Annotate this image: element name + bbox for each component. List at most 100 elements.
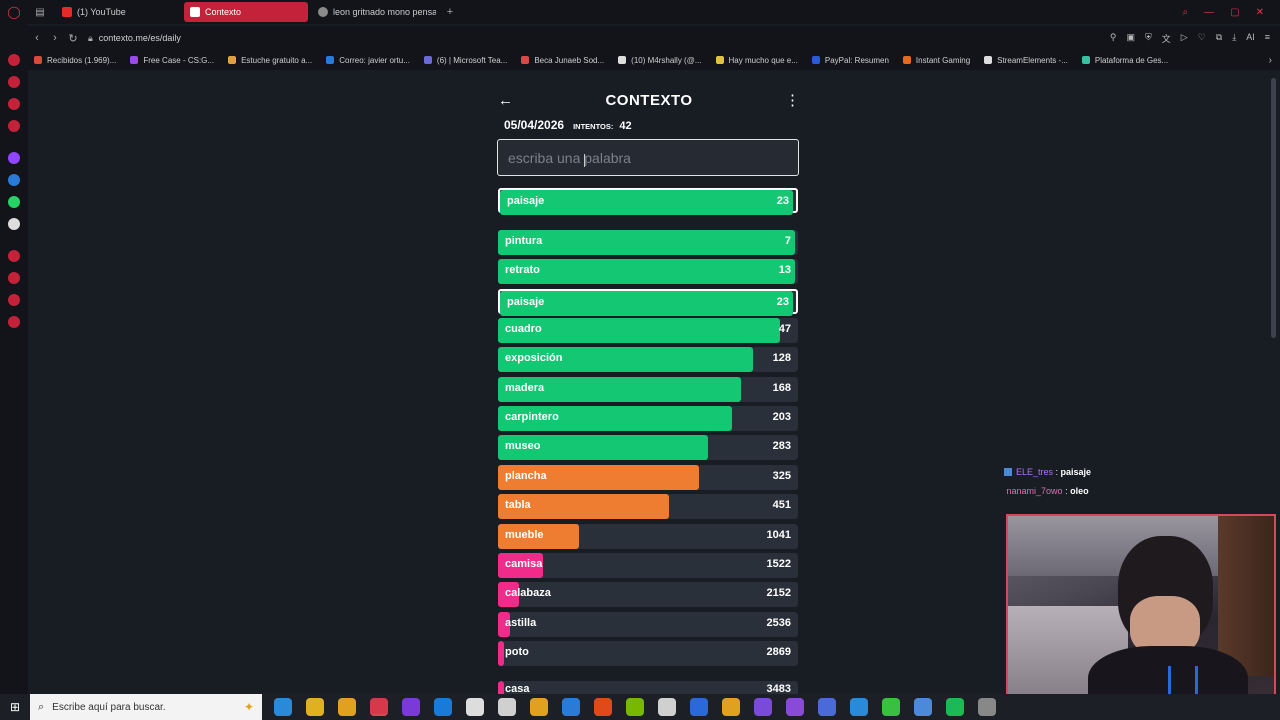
tab-youtube[interactable]: (1) YouTube <box>56 2 180 22</box>
more-bookmarks-icon[interactable]: › <box>1268 54 1272 66</box>
ai-icon[interactable]: AI <box>1246 31 1255 42</box>
taskbar-app-icon[interactable] <box>402 698 420 716</box>
similarity-bar <box>498 681 504 694</box>
bookmark-item[interactable]: (10) M4rshally (@... <box>618 55 702 65</box>
windows-start-icon[interactable]: ⊞ <box>9 700 21 714</box>
taskbar-app-icon[interactable] <box>850 698 868 716</box>
taskbar-app-icon[interactable] <box>530 698 548 716</box>
back-icon[interactable]: ‹ <box>35 32 39 44</box>
taskbar-app-icon[interactable] <box>338 698 356 716</box>
bookmark-item[interactable]: Beca Junaeb Sod... <box>521 56 604 65</box>
guess-word: retrato <box>505 264 540 276</box>
taskbar-app-icon[interactable] <box>658 698 676 716</box>
taskbar-app-icon[interactable] <box>946 698 964 716</box>
guess-rank: 203 <box>772 411 791 423</box>
shopping-icon[interactable] <box>8 76 20 88</box>
reload-icon[interactable]: ↻ <box>68 32 78 45</box>
maximize-icon[interactable]: ▢ <box>1230 6 1240 18</box>
attempts-label: INTENTOS: <box>573 122 614 131</box>
heart-icon[interactable]: ♡ <box>1197 31 1206 42</box>
teams-icon <box>423 56 432 64</box>
new-tab-button[interactable]: + <box>446 6 454 18</box>
tab-menu-icon[interactable]: ▤ <box>35 6 45 18</box>
bookmark-item[interactable]: Correo: javier ortu... <box>326 56 410 65</box>
taskbar-app-icon[interactable] <box>786 698 804 716</box>
history-icon[interactable] <box>8 272 20 284</box>
taskbar-app-icon[interactable] <box>818 698 836 716</box>
bookmark-item[interactable]: Hay mucho que e... <box>715 56 798 65</box>
taskbar-app-icon[interactable] <box>754 698 772 716</box>
tab-search[interactable]: leon gritnado mono pensa <box>312 2 436 22</box>
taskbar-app-icon[interactable] <box>690 698 708 716</box>
play-icon[interactable]: ▷ <box>1180 31 1188 42</box>
bookmark-label: Correo: javier ortu... <box>339 55 410 65</box>
bookmark-label: Recibidos (1.969)... <box>47 55 117 65</box>
minimize-icon[interactable]: — <box>1204 6 1215 18</box>
taskbar-app-icon[interactable] <box>274 698 292 716</box>
twitch-icon[interactable] <box>8 152 20 164</box>
bookmark-item[interactable]: PayPal: Resumen <box>811 56 889 65</box>
taskbar-app-icon[interactable] <box>914 698 932 716</box>
kebab-menu-icon[interactable]: ⋮ <box>784 92 800 109</box>
bookmark-item[interactable]: Instant Gaming <box>902 56 970 65</box>
pin-icon[interactable]: ⚲ <box>1109 31 1117 42</box>
guess-word: cuadro <box>505 323 542 335</box>
url-field[interactable]: contexto.me/es/daily <box>98 33 181 43</box>
taskbar-app-icon[interactable] <box>498 698 516 716</box>
gx-icon[interactable] <box>8 120 20 132</box>
taskbar-app-icon[interactable] <box>434 698 452 716</box>
tab-contexto[interactable]: Contexto <box>184 2 308 22</box>
opera-logo-icon[interactable]: ◯ <box>7 5 21 19</box>
taskbar-app-icon[interactable] <box>370 698 388 716</box>
webcam-feed <box>1006 514 1276 718</box>
bookmark-item[interactable]: StreamElements -... <box>984 56 1068 65</box>
bookmark-item[interactable]: Recibidos (1.969)... <box>34 56 116 65</box>
taskbar-search[interactable]: ⌕ Escribe aquí para buscar. ✦ <box>30 694 262 720</box>
close-icon[interactable]: ✕ <box>1255 6 1264 18</box>
taskbar-app-icon[interactable] <box>594 698 612 716</box>
bookmark-label: (10) M4rshally (@... <box>631 55 702 65</box>
download-icon[interactable]: ⤓ <box>1232 31 1237 42</box>
guess-input[interactable] <box>497 139 799 176</box>
copilot-icon: ✦ <box>243 700 254 714</box>
taskbar-app-icon[interactable] <box>978 698 996 716</box>
lock-icon[interactable]: 🔒︎ <box>88 32 93 43</box>
menu-icon[interactable]: ≡ <box>1264 31 1270 42</box>
taskbar-app-icon[interactable] <box>626 698 644 716</box>
settings-icon[interactable] <box>8 316 20 328</box>
tab-label: leon gritnado mono pensa <box>333 7 436 17</box>
extensions-icon[interactable]: ⧉ <box>1215 31 1223 42</box>
player-icon[interactable] <box>8 250 20 262</box>
bookmark-icon <box>715 56 724 64</box>
taskbar-app-icon[interactable] <box>466 698 484 716</box>
shield-icon[interactable]: ⛨ <box>1145 31 1152 42</box>
taskbar-app-icon[interactable] <box>882 698 900 716</box>
bookmark-item[interactable]: Estuche gratuito a... <box>228 56 312 65</box>
taskbar-app-icon[interactable] <box>306 698 324 716</box>
game-header: ← CONTEXTO ⋮ <box>498 88 800 112</box>
translate-icon[interactable]: 文 <box>1161 33 1171 44</box>
snapshot-icon[interactable]: ▣ <box>1126 31 1136 42</box>
aria-icon[interactable] <box>8 54 20 66</box>
guess-word: exposición <box>505 352 563 364</box>
music-icon[interactable] <box>8 98 20 110</box>
back-arrow-icon[interactable]: ← <box>498 91 513 109</box>
search-tabs-icon[interactable]: ⌕ <box>1182 6 1189 18</box>
stream-chat-overlay: ELE_tres : paisaje nanami_7owo : oleo <box>1004 463 1091 501</box>
scrollbar-thumb[interactable] <box>1271 78 1276 338</box>
taskbar-app-icon[interactable] <box>722 698 740 716</box>
bookmark-item[interactable]: Plataforma de Ges... <box>1081 56 1168 65</box>
forward-icon[interactable]: › <box>53 32 57 44</box>
x-icon[interactable] <box>8 218 20 230</box>
taskbar-app-icon[interactable] <box>562 698 580 716</box>
guess-row: plancha 325 <box>498 465 798 490</box>
last-guess-row: paisaje 23 <box>498 188 798 215</box>
guess-word: astilla <box>505 617 537 629</box>
whatsapp-icon[interactable] <box>8 196 20 208</box>
guess-word: mueble <box>505 529 544 541</box>
guess-rank: 23 <box>776 296 789 308</box>
extensions-icon[interactable] <box>8 294 20 306</box>
bookmark-item[interactable]: (6) | Microsoft Tea... <box>423 56 507 65</box>
bookmark-item[interactable]: Free Case - CS:G... <box>130 56 214 65</box>
messenger-icon[interactable] <box>8 174 20 186</box>
